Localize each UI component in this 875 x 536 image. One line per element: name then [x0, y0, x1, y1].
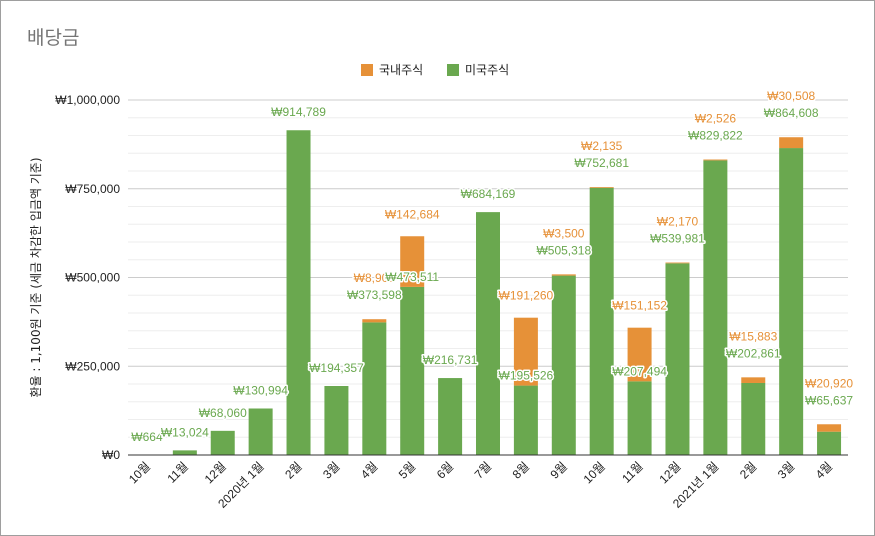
bar-us-stock [438, 378, 463, 455]
y-tick-label: ₩0 [102, 448, 120, 462]
bar-kr-stock [513, 317, 538, 386]
bar-us-stock [703, 160, 728, 455]
bar-us-stock [665, 263, 690, 455]
data-label-kr-stock: ₩2,170 [657, 215, 699, 229]
data-label-us-stock: ₩829,822 [688, 129, 743, 143]
x-tick-label: 4월 [813, 459, 835, 481]
bar-kr-stock [665, 262, 690, 264]
bar-us-stock [589, 187, 614, 455]
bar-us-stock [779, 148, 804, 456]
legend-swatch [361, 64, 373, 76]
data-label-us-stock: ₩13,024 [161, 425, 209, 439]
bar-us-stock [286, 130, 311, 455]
legend-label: 국내주식 [379, 63, 423, 77]
data-label-kr-stock: ₩30,508 [767, 89, 815, 103]
data-label-kr-stock: ₩20,920 [805, 376, 853, 390]
x-tick-label: 2월 [282, 459, 304, 481]
data-label-us-stock: ₩864,608 [764, 106, 819, 120]
x-tick-label: 8월 [510, 459, 532, 481]
bar-us-stock [362, 322, 387, 455]
bar-us-stock [817, 431, 842, 455]
x-tick-label: 2월 [737, 459, 759, 481]
x-tick-label: 10월 [581, 459, 608, 486]
data-label-kr-stock: ₩8,901 [354, 271, 396, 285]
data-label-kr-stock: ₩2,135 [581, 139, 623, 153]
data-label-us-stock: ₩195,526 [499, 369, 554, 383]
bar-us-stock [513, 385, 538, 455]
x-tick-label: 3월 [775, 459, 797, 481]
x-tick-label: 7월 [472, 459, 494, 481]
x-tick-label: 11월 [164, 459, 191, 486]
x-tick-label: 12월 [656, 459, 683, 486]
data-label-us-stock: ₩194,357 [309, 361, 364, 375]
data-label-kr-stock: ₩3,500 [543, 226, 585, 240]
y-tick-label: ₩1,000,000 [55, 93, 120, 107]
bar-us-stock [248, 408, 273, 455]
y-axis-title: 환율 : 1,100원 기준 (세금 차감한 입금액 기준) [29, 157, 43, 397]
data-label-kr-stock: ₩191,260 [499, 289, 554, 303]
data-label-us-stock: ₩684,169 [461, 187, 516, 201]
data-label-kr-stock: ₩142,684 [385, 207, 440, 221]
y-tick-label: ₩750,000 [65, 182, 120, 196]
y-tick-label: ₩250,000 [65, 359, 120, 373]
data-label-kr-stock: ₩15,883 [729, 329, 777, 343]
data-label-us-stock: ₩373,598 [347, 288, 402, 302]
data-label-kr-stock: ₩2,526 [695, 112, 737, 126]
data-label-us-stock: ₩207,494 [612, 364, 667, 378]
bar-kr-stock [551, 274, 576, 276]
x-tick-label: 5월 [396, 459, 418, 481]
bar-us-stock [172, 450, 197, 455]
x-tick-label: 9월 [547, 459, 569, 481]
bar-us-stock [741, 382, 766, 455]
legend-swatch [447, 64, 459, 76]
x-tick-label: 4월 [358, 459, 380, 481]
bar-kr-stock [400, 236, 425, 287]
data-label-kr-stock: ₩151,152 [612, 299, 667, 313]
bar-kr-stock [703, 159, 728, 161]
bar-us-stock [627, 381, 652, 455]
x-tick-label: 6월 [434, 459, 456, 481]
x-tick-label: 3월 [320, 459, 342, 481]
bar-kr-stock [741, 377, 766, 383]
y-tick-label: ₩500,000 [65, 271, 120, 285]
data-label-us-stock: ₩664 [131, 430, 163, 444]
data-label-us-stock: ₩505,318 [536, 243, 591, 257]
bar-us-stock [400, 286, 425, 455]
data-label-us-stock: ₩216,731 [423, 353, 478, 367]
data-label-us-stock: ₩473,511 [385, 270, 439, 284]
data-label-us-stock: ₩202,861 [726, 346, 781, 360]
bar-kr-stock [779, 137, 804, 149]
data-label-us-stock: ₩752,681 [574, 156, 629, 170]
bar-kr-stock [627, 327, 652, 382]
chart-title: 배당금 [27, 27, 80, 49]
x-tick-label: 12월 [202, 459, 229, 486]
bar-us-stock [210, 430, 235, 455]
bar-kr-stock [362, 319, 387, 323]
bar-us-stock [476, 212, 500, 455]
bar-kr-stock [817, 424, 842, 432]
legend-label: 미국주식 [465, 63, 509, 77]
data-label-us-stock: ₩65,637 [805, 393, 853, 407]
x-tick-label: 10월 [126, 459, 153, 486]
bar-kr-stock [589, 187, 614, 188]
data-label-us-stock: ₩130,994 [233, 383, 288, 397]
data-label-us-stock: ₩68,060 [199, 406, 247, 420]
x-tick-label: 11월 [619, 459, 646, 486]
bar-us-stock [324, 386, 349, 455]
data-label-us-stock: ₩539,981 [650, 232, 705, 246]
data-label-us-stock: ₩914,789 [271, 105, 326, 119]
bar-us-stock [551, 275, 576, 455]
